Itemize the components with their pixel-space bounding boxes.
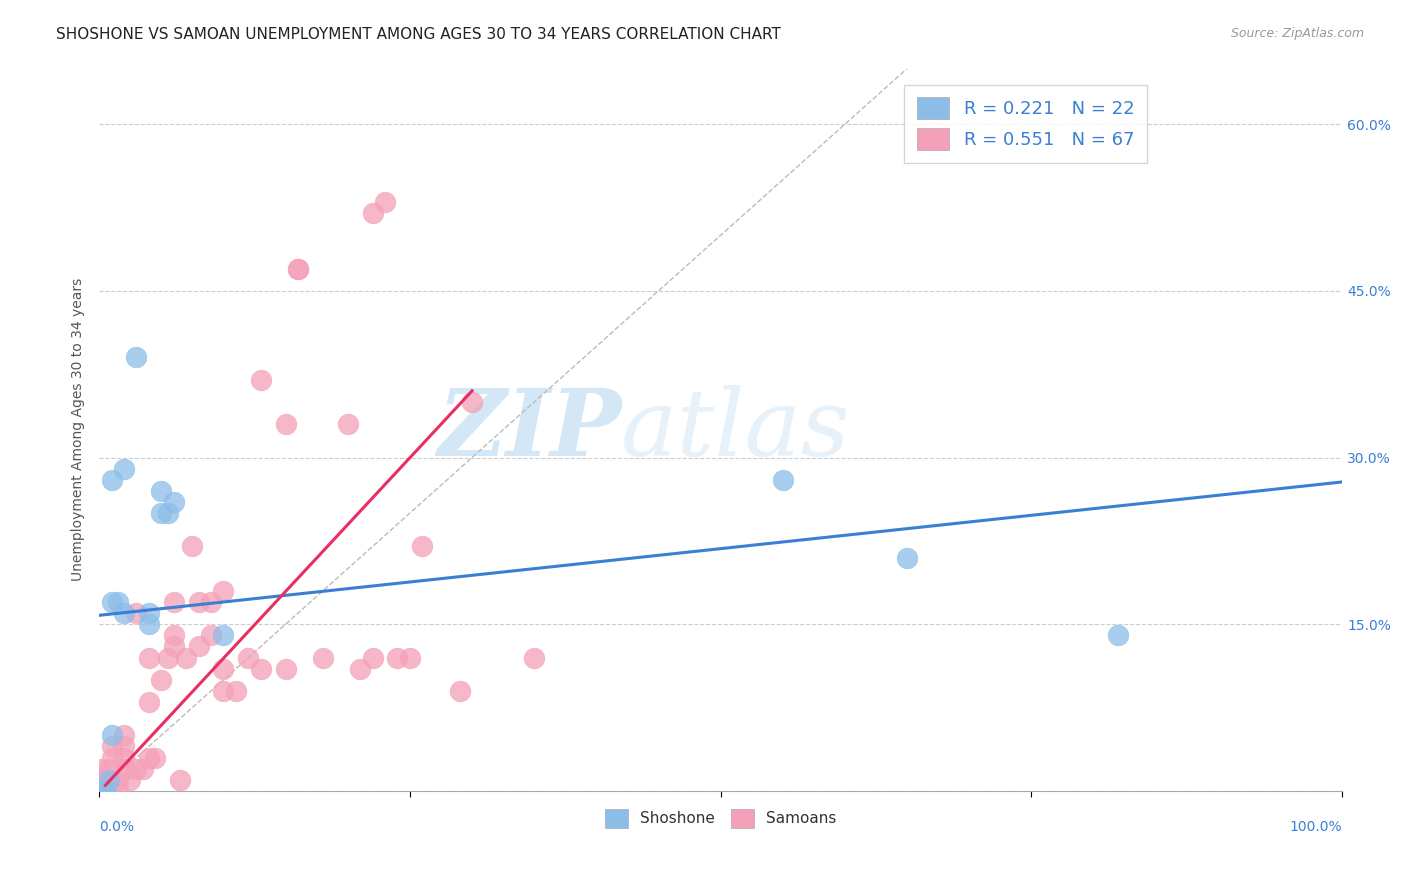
Point (125, 351, 148, 365)
Point (107, 784, 129, 798)
Point (212, 628, 235, 642)
Point (349, 662, 371, 676)
Point (143, 750, 166, 764)
Point (274, 662, 297, 676)
Point (120, 772, 142, 787)
Point (287, 261, 309, 276)
Point (150, 506, 173, 520)
Point (94, 784, 117, 798)
Point (131, 762, 153, 776)
Point (361, 650, 384, 665)
Point (187, 595, 209, 609)
Point (94, 784, 117, 798)
Point (100, 728, 122, 742)
Point (361, 206, 384, 220)
Point (461, 395, 484, 409)
Point (238, 650, 260, 665)
Point (200, 628, 222, 642)
Point (212, 662, 235, 676)
Text: SHOSHONE VS SAMOAN UNEMPLOYMENT AMONG AGES 30 TO 34 YEARS CORRELATION CHART: SHOSHONE VS SAMOAN UNEMPLOYMENT AMONG AG… (56, 27, 782, 42)
Point (89, 784, 111, 798)
Point (156, 506, 179, 520)
Point (89, 772, 111, 787)
Point (156, 650, 179, 665)
Point (89, 762, 111, 776)
Point (94, 784, 117, 798)
Point (138, 617, 160, 632)
Point (896, 550, 918, 565)
Point (312, 650, 335, 665)
Point (200, 595, 222, 609)
Point (523, 650, 546, 665)
Point (89, 784, 111, 798)
Point (225, 684, 247, 698)
Point (89, 784, 111, 798)
Point (89, 784, 111, 798)
Text: 100.0%: 100.0% (1289, 820, 1343, 834)
Point (89, 784, 111, 798)
Point (449, 684, 471, 698)
Point (163, 495, 186, 509)
Point (274, 417, 297, 432)
Point (187, 640, 209, 654)
Point (112, 461, 135, 475)
Point (112, 728, 135, 742)
Text: 0.0%: 0.0% (100, 820, 134, 834)
Point (100, 595, 122, 609)
Point (100, 739, 122, 754)
Point (336, 417, 359, 432)
Point (138, 750, 160, 764)
Point (169, 772, 191, 787)
Point (125, 606, 148, 620)
Point (125, 762, 148, 776)
Point (399, 650, 422, 665)
Point (94, 784, 117, 798)
Point (98, 772, 121, 787)
Point (212, 583, 235, 598)
Point (212, 684, 235, 698)
Point (112, 750, 135, 764)
Point (150, 673, 173, 687)
Point (163, 628, 186, 642)
Point (287, 261, 309, 276)
Point (1108, 628, 1130, 642)
Point (107, 595, 129, 609)
Point (150, 483, 173, 498)
Point (174, 650, 197, 665)
Point (107, 772, 129, 787)
Point (181, 540, 204, 554)
Point (138, 606, 160, 620)
Text: Source: ZipAtlas.com: Source: ZipAtlas.com (1230, 27, 1364, 40)
Point (112, 739, 135, 754)
Point (100, 473, 122, 487)
Legend: Shoshone, Samoans: Shoshone, Samoans (599, 803, 842, 834)
Point (138, 695, 160, 709)
Point (89, 784, 111, 798)
Point (100, 750, 122, 764)
Point (163, 640, 186, 654)
Point (94, 784, 117, 798)
Point (89, 784, 111, 798)
Point (374, 194, 396, 209)
Point (89, 784, 111, 798)
Point (138, 650, 160, 665)
Text: atlas: atlas (621, 384, 851, 475)
Point (112, 762, 135, 776)
Point (411, 540, 433, 554)
Text: ZIP: ZIP (437, 384, 621, 475)
Point (249, 662, 271, 676)
Point (387, 650, 409, 665)
Point (89, 784, 111, 798)
Point (98, 762, 121, 776)
Point (112, 606, 135, 620)
Y-axis label: Unemployment Among Ages 30 to 34 years: Unemployment Among Ages 30 to 34 years (72, 278, 86, 582)
Point (98, 772, 121, 787)
Point (249, 373, 271, 387)
Point (89, 784, 111, 798)
Point (163, 595, 186, 609)
Point (772, 473, 794, 487)
Point (89, 784, 111, 798)
